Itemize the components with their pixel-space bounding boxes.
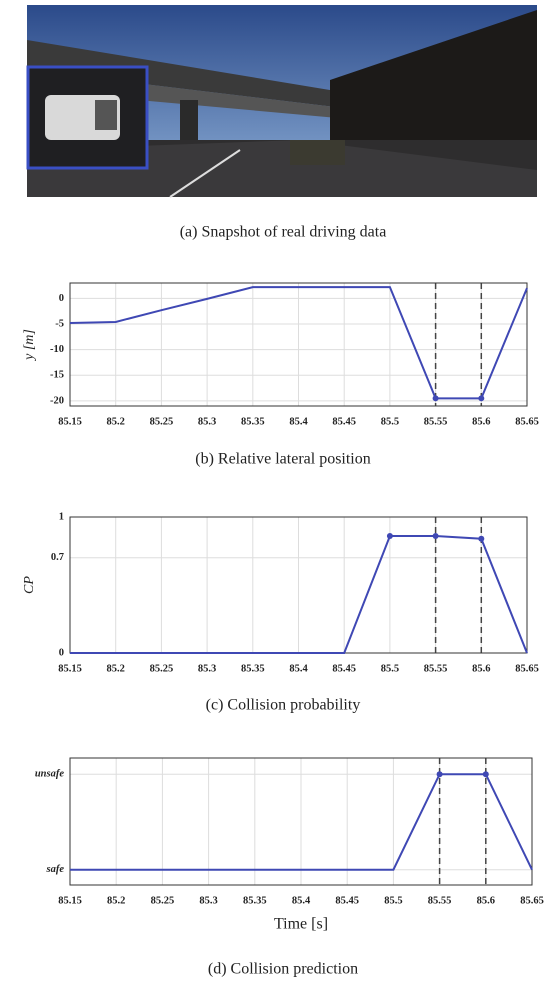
x-tick-label: 85.55	[424, 663, 448, 674]
x-tick-label: 85.55	[428, 895, 452, 906]
x-tick-label: 85.6	[477, 895, 495, 906]
y-axis-label: CP	[22, 576, 37, 594]
x-tick-label: 85.15	[58, 663, 82, 674]
x-tick-label: 85.15	[58, 416, 82, 427]
y-tick-label: -20	[50, 395, 64, 406]
x-tick-label: 85.5	[384, 895, 402, 906]
x-tick-label: 85.5	[381, 663, 399, 674]
x-tick-label: 85.25	[151, 895, 175, 906]
x-tick-label: 85.35	[243, 895, 267, 906]
x-tick-label: 85.65	[520, 895, 544, 906]
data-line	[70, 773, 533, 871]
x-tick-label: 85.65	[515, 663, 539, 674]
chart-caption: (c) Collision probability	[206, 697, 361, 714]
x-tick-label: 85.3	[199, 895, 217, 906]
y-tick-label: 0.7	[51, 552, 64, 563]
x-tick-label: 85.3	[198, 663, 216, 674]
y-tick-label: 1	[59, 511, 64, 522]
x-tick-label: 85.6	[472, 416, 490, 427]
x-axis-label: Time [s]	[274, 916, 328, 933]
x-tick-label: 85.55	[424, 416, 448, 427]
y-tick-label: 0	[59, 293, 64, 304]
x-tick-label: 85.15	[58, 895, 82, 906]
x-tick-label: 85.4	[289, 663, 308, 674]
x-tick-label: 85.35	[241, 663, 265, 674]
y-axis-label: y [m]	[22, 329, 37, 362]
x-tick-label: 85.35	[241, 416, 265, 427]
data-marker	[436, 771, 443, 778]
y-tick-label: safe	[46, 864, 65, 875]
y-tick-label: 0	[59, 647, 64, 658]
data-marker	[478, 535, 485, 542]
y-tick-label: -5	[55, 318, 64, 329]
x-tick-label: 85.25	[150, 663, 174, 674]
x-tick-label: 85.2	[107, 895, 125, 906]
y-tick-label: -10	[50, 344, 64, 355]
x-tick-label: 85.6	[472, 663, 490, 674]
plot-frame	[69, 757, 533, 886]
x-tick-label: 85.4	[292, 895, 311, 906]
x-tick-label: 85.5	[381, 416, 399, 427]
x-tick-label: 85.3	[198, 416, 216, 427]
chart-caption: (b) Relative lateral position	[195, 451, 371, 468]
x-tick-label: 85.25	[150, 416, 174, 427]
y-tick-label: -15	[50, 370, 64, 381]
y-tick-label: unsafe	[35, 769, 65, 780]
x-tick-label: 85.45	[335, 895, 359, 906]
chart-caption: (d) Collision prediction	[208, 961, 358, 978]
data-marker	[478, 395, 485, 402]
x-tick-label: 85.2	[107, 416, 125, 427]
x-tick-label: 85.4	[289, 416, 308, 427]
photo	[26, 5, 537, 198]
data-marker	[386, 533, 393, 540]
data-line	[69, 286, 528, 400]
photo-caption: (a) Snapshot of real driving data	[180, 224, 387, 241]
data-line	[70, 535, 528, 654]
x-tick-label: 85.2	[107, 663, 125, 674]
plot-frame	[69, 282, 528, 407]
data-marker	[432, 533, 439, 540]
x-tick-label: 85.65	[515, 416, 539, 427]
x-tick-label: 85.45	[332, 663, 356, 674]
x-tick-label: 85.45	[332, 416, 356, 427]
data-marker	[432, 395, 439, 402]
data-marker	[482, 771, 489, 778]
